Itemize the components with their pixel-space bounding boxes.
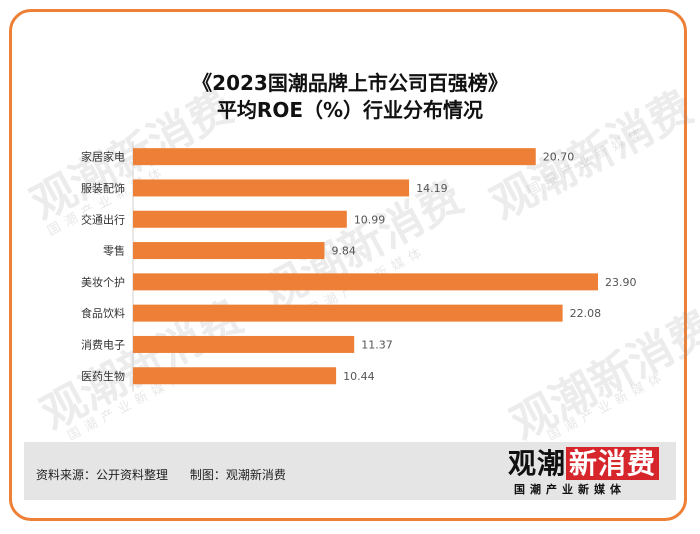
bar-4 xyxy=(133,273,598,291)
category-label: 服装配饰 xyxy=(81,181,125,195)
bar-0 xyxy=(133,148,536,166)
bar-6 xyxy=(133,335,355,353)
value-label: 14.19 xyxy=(416,182,448,195)
value-label: 11.37 xyxy=(361,338,393,351)
value-label: 9.84 xyxy=(331,245,356,258)
bar-2 xyxy=(133,210,347,228)
category-label: 食品饮料 xyxy=(81,306,125,320)
category-label: 美妆个护 xyxy=(81,275,125,289)
value-label: 10.44 xyxy=(343,370,375,383)
bar-7 xyxy=(133,367,337,385)
footer-notes: 资料来源：公开资料整理 制图：观潮新消费 xyxy=(36,466,304,483)
footer-made-by: 制图：观潮新消费 xyxy=(189,468,286,482)
chart-title-line1: 《2023国潮品牌上市公司百强榜》 xyxy=(192,71,508,95)
value-label: 20.70 xyxy=(543,151,575,164)
chart-card xyxy=(9,9,687,521)
footer-source: 资料来源：公开资料整理 xyxy=(36,468,169,482)
category-label: 医药生物 xyxy=(81,369,125,383)
logo-subtitle: 国潮产业新媒体 xyxy=(514,483,626,496)
category-label: 零售 xyxy=(103,244,125,258)
bar-5 xyxy=(133,304,563,322)
value-label: 10.99 xyxy=(354,213,386,226)
bar-3 xyxy=(133,242,325,260)
value-label: 22.08 xyxy=(570,307,602,320)
category-label: 交通出行 xyxy=(81,212,125,226)
category-label: 家居家电 xyxy=(81,150,125,164)
logo-text-highlight: 新消费 xyxy=(566,447,660,480)
bar-1 xyxy=(133,179,410,197)
logo-text-plain: 观潮 xyxy=(508,447,567,480)
logo-wordmark: 观潮 新消费 xyxy=(508,447,660,480)
brand-logo: 观潮 新消费 国潮产业新媒体 xyxy=(508,447,660,496)
chart-title-line2: 平均ROE（%）行业分布情况 xyxy=(216,98,484,122)
value-label: 23.90 xyxy=(605,276,637,289)
category-label: 消费电子 xyxy=(81,337,125,351)
